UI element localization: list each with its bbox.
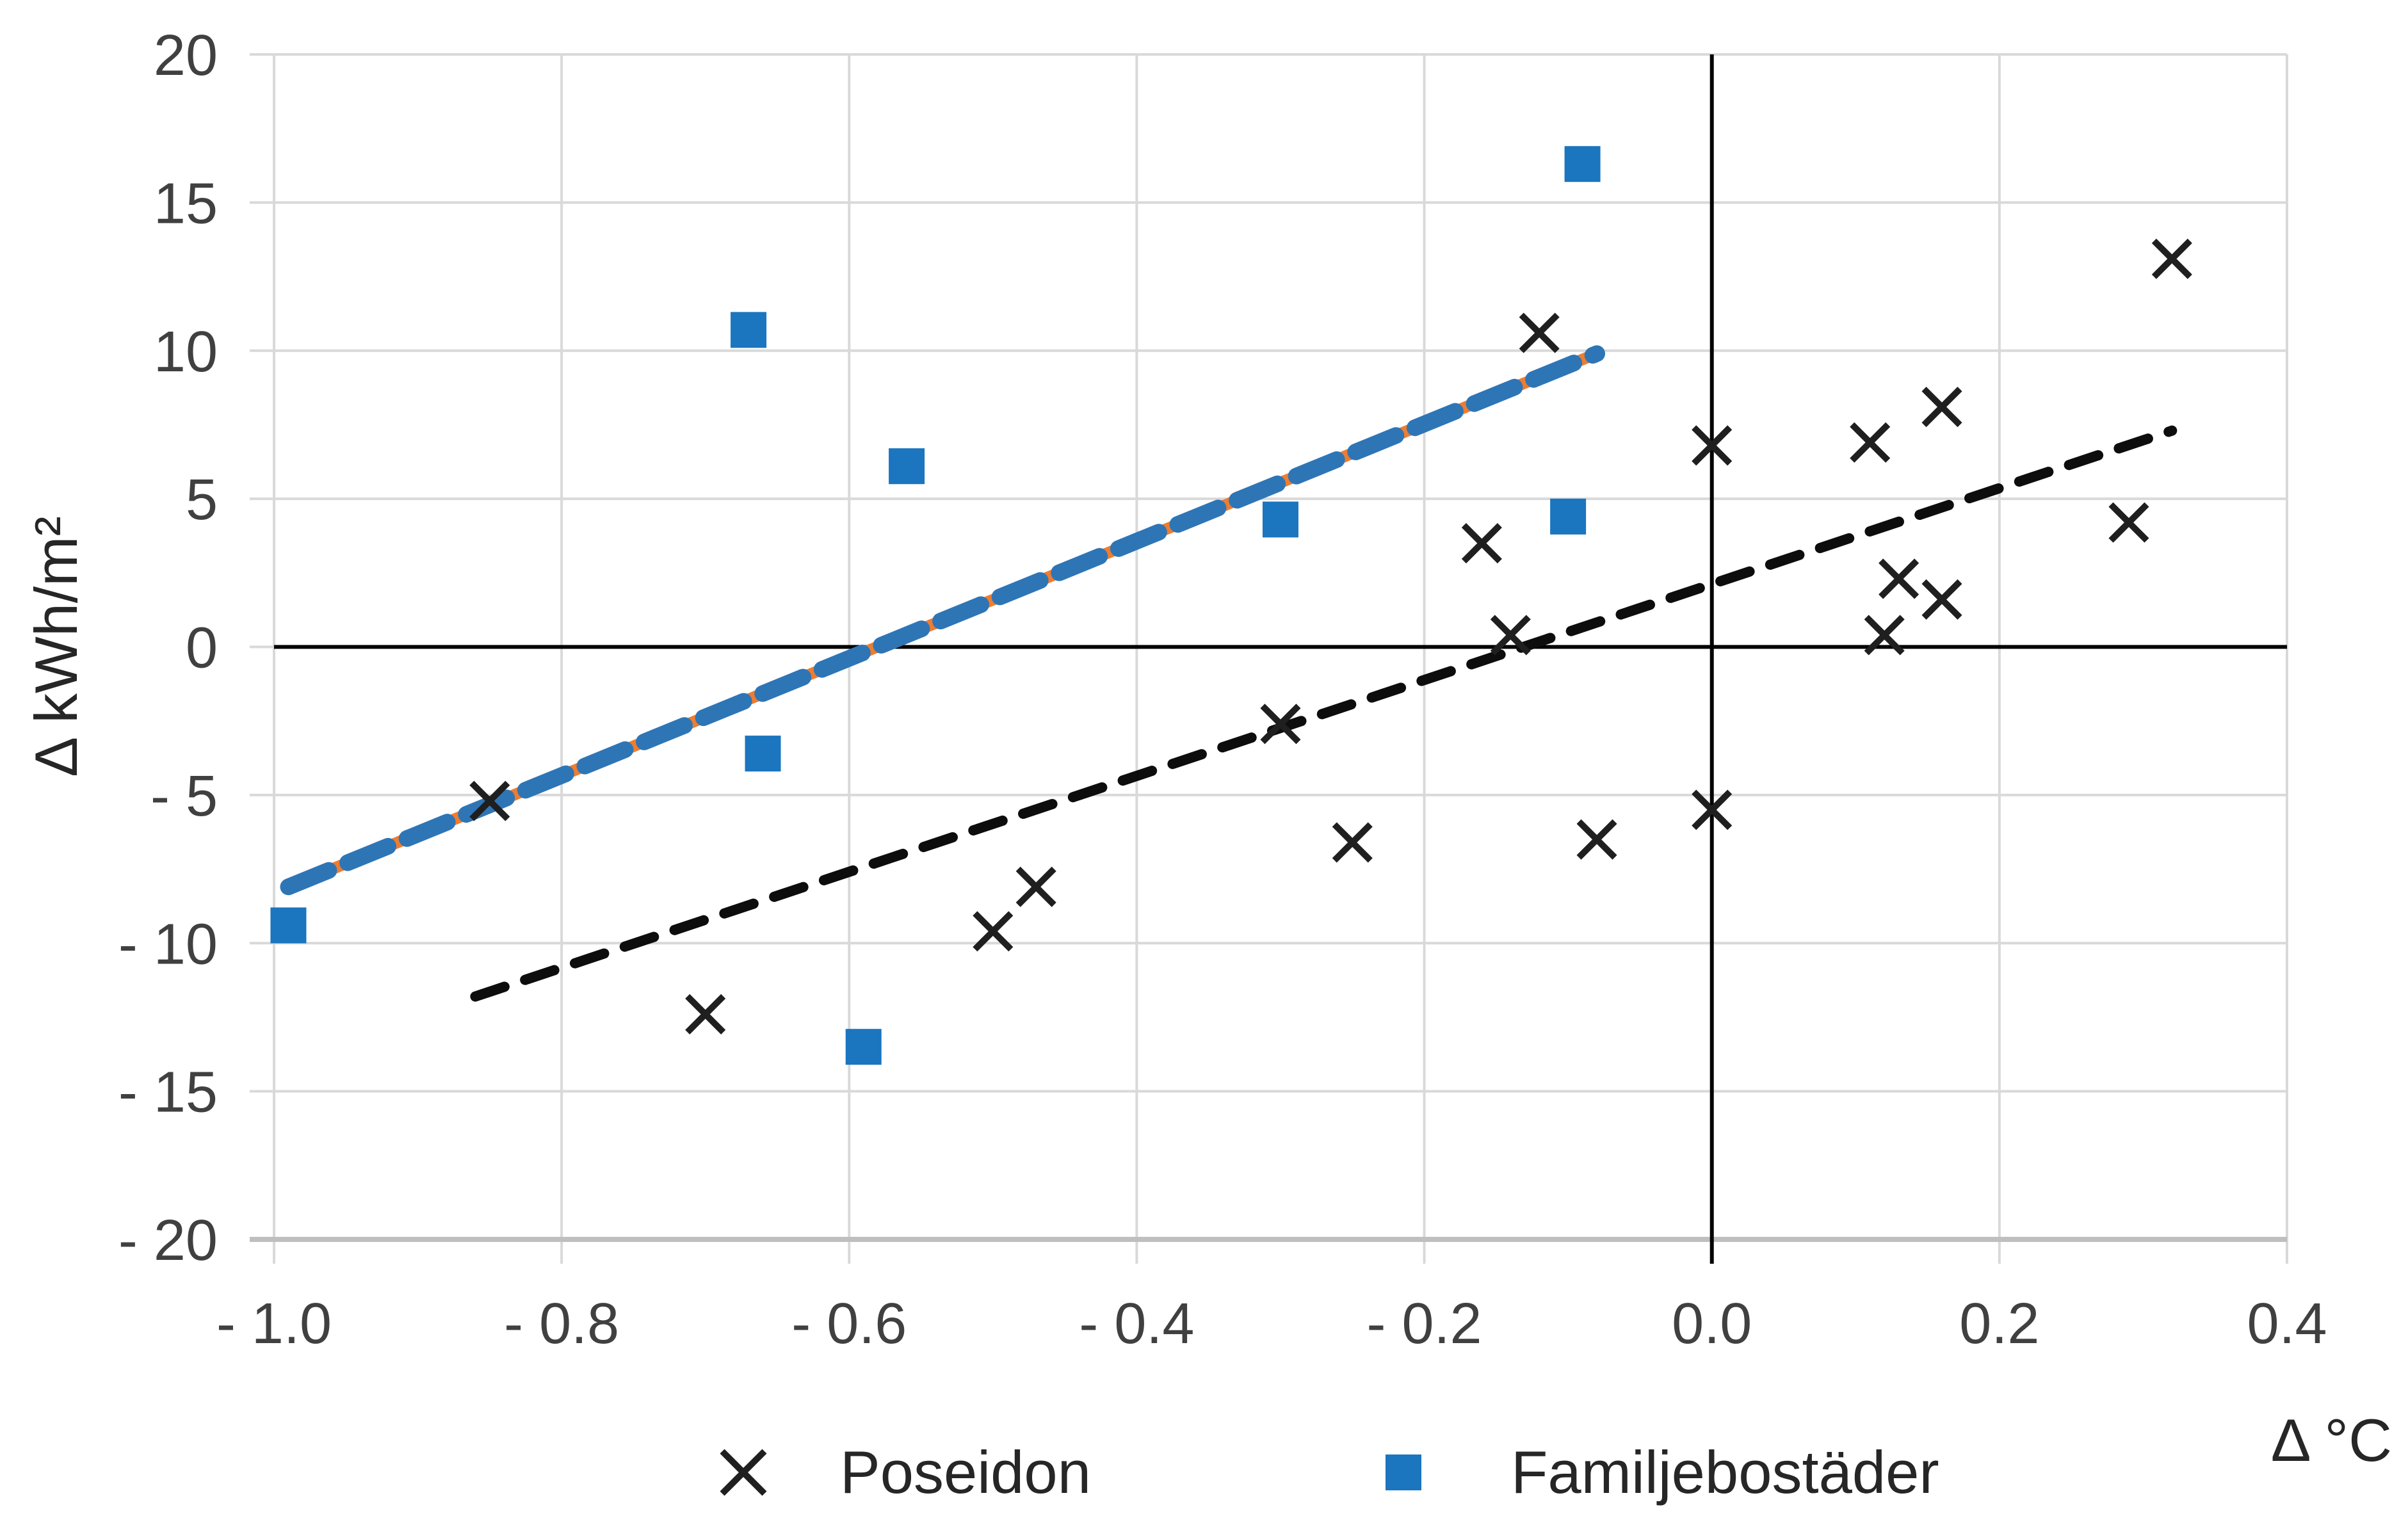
x-tick-label: - 0.2 — [1367, 1292, 1482, 1356]
y-tick-label: 0 — [186, 616, 218, 681]
scatter-point-familjebostäder — [1550, 498, 1587, 535]
scatter-point-poseidon — [1879, 558, 1919, 599]
x-axis-title: Δ °C — [2270, 1406, 2392, 1474]
scatter-point-poseidon — [1850, 422, 1891, 463]
scatter-point-familjebostäder — [1564, 146, 1601, 182]
y-tick-label: - 5 — [150, 764, 218, 828]
scatter-point-poseidon — [1015, 866, 1056, 907]
scatter-point-familjebostäder — [889, 448, 925, 485]
y-tick-label: 20 — [154, 24, 218, 88]
y-tick-label: - 15 — [118, 1061, 218, 1125]
scatter-point-poseidon — [1921, 387, 1962, 428]
scatter-point-poseidon — [685, 994, 726, 1035]
x-tick-label: 0.4 — [2247, 1292, 2327, 1356]
legend-label-familjebostader: Familjebostäder — [1510, 1438, 1939, 1506]
scatter-point-poseidon — [1461, 523, 1502, 564]
trendline-familjebostäder — [280, 345, 1606, 896]
square-marker-icon — [1385, 1455, 1421, 1490]
y-axis-title: Δ kWh/m² — [22, 516, 90, 777]
scatter-point-poseidon — [1519, 312, 1560, 353]
scatter-point-familjebostäder — [1263, 501, 1298, 538]
x-tick-label: - 1.0 — [216, 1292, 332, 1356]
scatter-point-familjebostäder — [845, 1029, 882, 1065]
legend-item-poseidon: Poseidon — [717, 1438, 1091, 1507]
scatter-point-familjebostäder — [745, 736, 781, 772]
x-marker-icon — [720, 1449, 767, 1496]
x-tick-label: 0.2 — [1959, 1292, 2039, 1356]
y-tick-label: 5 — [186, 468, 218, 532]
x-tick-label: - 0.6 — [791, 1292, 907, 1356]
scatter-point-poseidon — [1692, 789, 1733, 830]
legend-label-poseidon: Poseidon — [840, 1438, 1091, 1506]
scatter-point-familjebostäder — [731, 312, 767, 348]
y-tick-label: 15 — [154, 172, 218, 236]
x-tick-label: 0.0 — [1672, 1292, 1752, 1356]
scatter-point-poseidon — [2108, 502, 2149, 543]
scatter-point-poseidon — [1332, 822, 1373, 863]
scatter-point-familjebostäder — [270, 907, 307, 944]
y-tick-label: - 20 — [118, 1209, 218, 1273]
scatter-point-poseidon — [973, 911, 1014, 952]
scatter-point-poseidon — [1692, 425, 1733, 466]
trendline-poseidon — [470, 425, 2178, 1002]
scatter-point-poseidon — [1576, 819, 1617, 860]
scatter-point-poseidon — [469, 780, 510, 821]
scatter-point-poseidon — [2151, 238, 2192, 279]
legend: Poseidon Familjebostäder — [717, 1438, 1939, 1507]
y-tick-label: - 10 — [118, 912, 218, 976]
scatter-point-poseidon — [1864, 615, 1905, 656]
x-tick-label: - 0.8 — [504, 1292, 619, 1356]
y-tick-label: 10 — [154, 320, 218, 384]
legend-item-familjebostader: Familjebostäder — [1385, 1438, 1939, 1507]
scatter-point-poseidon — [1490, 615, 1531, 656]
x-tick-label: - 0.4 — [1079, 1292, 1194, 1356]
scatter-point-poseidon — [1260, 704, 1301, 745]
scatter-point-poseidon — [1921, 579, 1962, 620]
